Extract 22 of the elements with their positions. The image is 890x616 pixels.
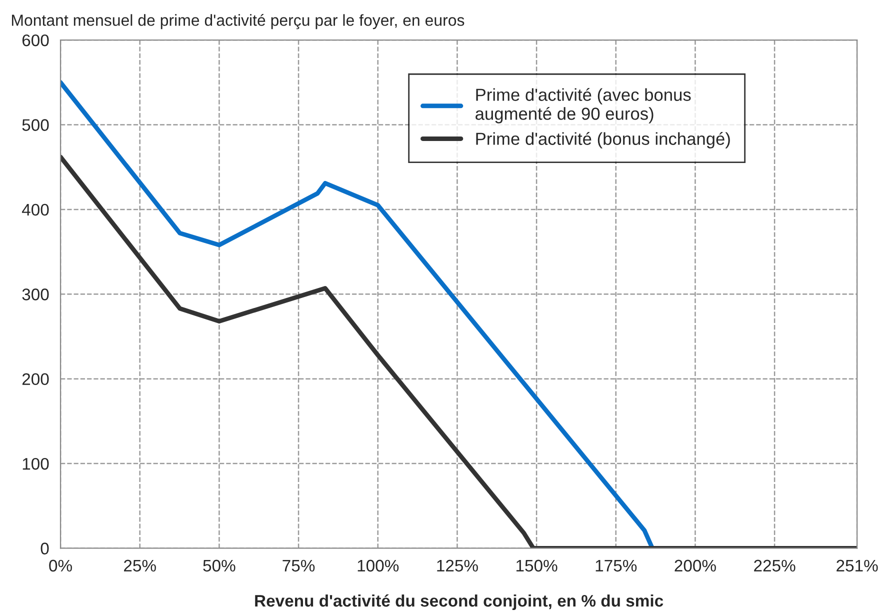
x-tick-label: 125% [437,560,478,572]
y-tick-label: 500 [22,119,49,131]
x-tick-label: 0% [49,560,72,572]
x-tick-label: 200% [674,560,716,572]
x-tick-label: 225% [754,560,796,572]
x-tick-label: 175% [596,560,637,572]
y-tick-label: 0 [40,542,49,554]
x-tick-label: 50% [203,560,236,572]
y-tick-label: 200 [22,373,49,386]
x-tick-label: 251% [836,560,878,572]
x-tick-label: 100% [358,560,399,572]
y-tick-label: 100 [22,458,49,470]
y-tick-label: 300 [22,288,49,300]
legend-label: Prime d'activité (avec bonus augmenté de 90 euros) [476,88,691,124]
x-tick-label: 75% [282,560,315,572]
legend-label: Prime d'activité (bonus inchangé) [476,132,730,148]
y-tick-label: 400 [22,204,49,216]
chart-title: Montant mensuel de prime d'activité perçu par le foyer, en euros [12,14,464,30]
y-tick-label: 600 [22,34,49,46]
x-axis-title: Revenu d'activité du second conjoint, en % du smic [255,594,664,610]
x-tick-label: 150% [516,560,558,572]
x-tick-label: 25% [124,560,156,572]
